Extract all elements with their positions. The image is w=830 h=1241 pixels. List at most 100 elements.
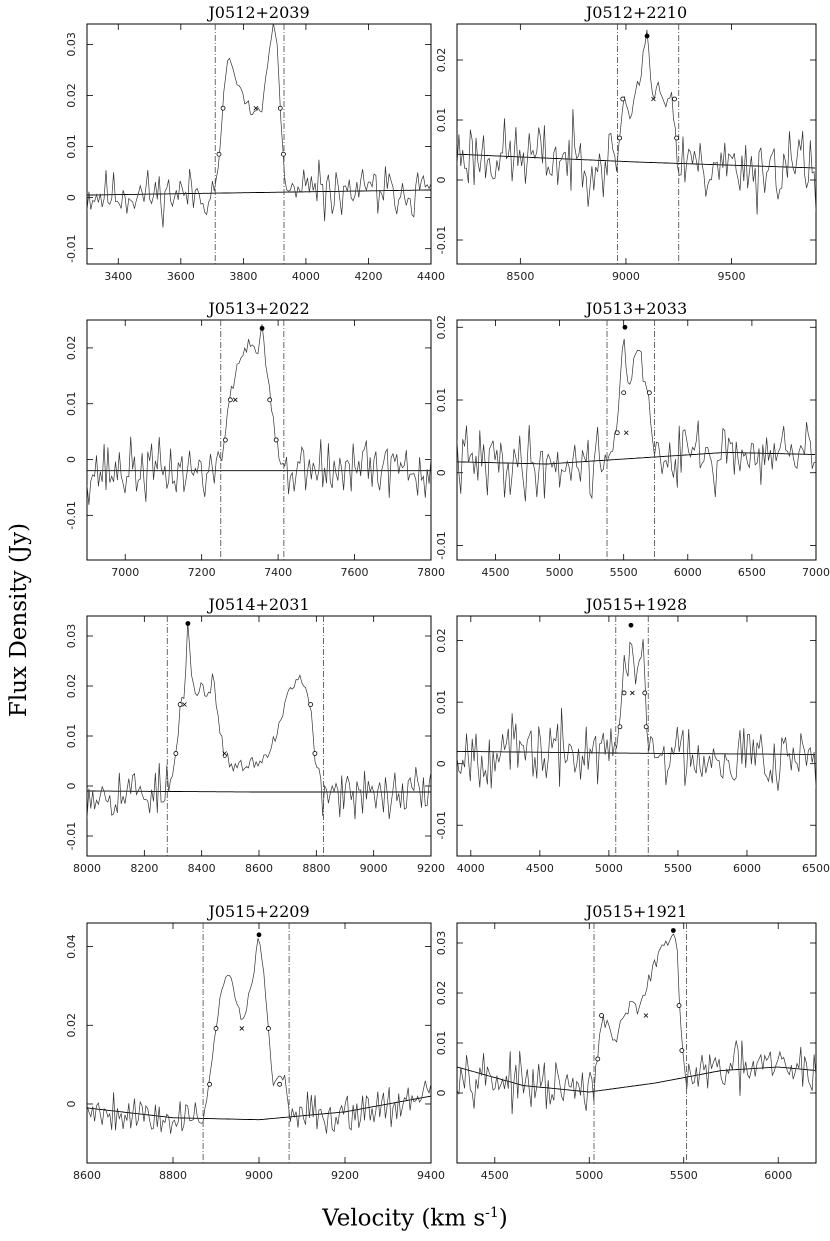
y-tick-label: 0 — [65, 194, 78, 201]
plot-area — [457, 923, 816, 1163]
panel-title: J0515+1921 — [584, 902, 687, 921]
panel: J0515+2209 8600 8800 9000 9200 9400 0 0.02 0.04 — [65, 902, 445, 1182]
x-tick-label: 8600 — [73, 1169, 101, 1182]
width-marker — [308, 702, 314, 707]
cross-marker — [182, 702, 187, 707]
y-tick-label: 0 — [435, 469, 448, 476]
panel-title: J0515+1928 — [584, 595, 687, 614]
x-tick-label: 7000 — [802, 566, 830, 579]
x-axis-label-suffix: ) — [498, 1205, 508, 1232]
width-marker — [617, 135, 623, 141]
spectrum-line — [457, 639, 816, 791]
x-tick-label: 6000 — [674, 566, 702, 579]
y-tick-label: 0.01 — [435, 388, 448, 413]
cross-marker — [623, 430, 629, 436]
x-tick-label: 4400 — [417, 270, 445, 283]
y-tick-label: -0.01 — [435, 531, 448, 559]
x-tick-label: 4500 — [526, 862, 554, 875]
cross-marker — [239, 1026, 245, 1031]
y-tick-label: 0.02 — [435, 315, 448, 340]
baseline-fit — [87, 790, 431, 793]
spectrum-line — [87, 324, 431, 505]
x-tick-label: 9000 — [245, 1169, 273, 1182]
width-marker — [173, 751, 179, 756]
x-tick-label: 5500 — [610, 566, 638, 579]
plot-area — [87, 923, 431, 1163]
peak-marker — [256, 932, 262, 938]
y-tick-label: 0.02 — [65, 674, 78, 699]
x-tick-label: 6000 — [764, 1169, 792, 1182]
spectrum-line — [457, 29, 816, 215]
plot-frame — [456, 319, 817, 561]
width-marker — [273, 437, 279, 443]
x-tick-label: 6000 — [733, 862, 761, 875]
x-axis-label: Velocity (km s-1) — [0, 1205, 830, 1232]
x-tick-label: 4000 — [457, 862, 485, 875]
x-tick-label: 8600 — [245, 862, 273, 875]
y-tick-label: 0 — [435, 177, 448, 184]
x-tick-label: 7800 — [417, 566, 445, 579]
x-tick-label: 5000 — [546, 566, 574, 579]
x-tick-label: 3400 — [104, 270, 132, 283]
y-tick-label: 0.03 — [65, 624, 78, 649]
y-tick-label: 0.02 — [435, 628, 448, 653]
panel-title: J0513+2022 — [206, 299, 309, 318]
width-marker — [679, 1048, 685, 1053]
width-marker — [220, 105, 226, 111]
spectrum-line — [457, 338, 816, 502]
width-marker — [266, 1026, 271, 1031]
panel-title: J0513+2033 — [584, 299, 687, 318]
peak-marker — [259, 325, 265, 331]
panel: J0513+2022 7000 7200 7400 7600 7800 -0.01 0 0.01… — [65, 299, 445, 579]
x-tick-label: 9200 — [417, 862, 445, 875]
x-tick-label: 8400 — [188, 862, 216, 875]
width-marker — [216, 151, 222, 157]
panel: J0515+1921 4500 5000 5500 6000 0 0.01 0.02 0.03 — [435, 902, 817, 1182]
y-axis-label: Flux Density (Jy) — [6, 522, 32, 718]
width-marker — [222, 437, 228, 443]
y-tick-label: 0.03 — [65, 32, 78, 57]
width-marker — [267, 397, 273, 403]
plot-frame — [456, 615, 817, 857]
y-tick-label: -0.01 — [65, 822, 78, 850]
x-tick-label: 4000 — [292, 270, 320, 283]
plot-frame — [86, 922, 432, 1164]
width-marker — [643, 724, 649, 730]
y-tick-label: 0.01 — [435, 690, 448, 715]
plot-frame — [86, 615, 432, 857]
peak-marker — [670, 928, 676, 933]
x-tick-label: 7400 — [264, 566, 292, 579]
spectrum-line — [87, 938, 431, 1134]
x-tick-label: 8000 — [73, 862, 101, 875]
panel-title: J0514+2031 — [206, 595, 309, 614]
x-tick-label: 9500 — [718, 270, 746, 283]
baseline-fit — [457, 451, 815, 465]
y-tick-label: 0 — [65, 1100, 78, 1107]
width-marker — [207, 1081, 212, 1087]
spectrum-line — [87, 621, 431, 820]
cross-marker — [253, 105, 259, 111]
y-tick-label: 0.01 — [65, 134, 78, 159]
peak-marker — [644, 33, 650, 39]
width-marker — [595, 1056, 601, 1062]
plot-area — [87, 24, 431, 264]
y-tick-label: 0 — [435, 1090, 448, 1097]
x-tick-label: 8800 — [302, 862, 330, 875]
x-tick-label: 6500 — [802, 862, 830, 875]
peak-marker — [185, 621, 191, 626]
y-tick-label: 0.01 — [65, 391, 78, 416]
plot-area — [87, 320, 431, 560]
width-marker — [277, 1081, 283, 1087]
y-tick-label: -0.01 — [65, 501, 78, 529]
width-marker — [312, 751, 318, 756]
x-tick-label: 9400 — [417, 1169, 445, 1182]
x-tick-label: 8200 — [130, 862, 158, 875]
panel-title: J0512+2210 — [584, 3, 687, 22]
x-tick-label: 4200 — [354, 270, 382, 283]
width-marker — [599, 1013, 604, 1018]
x-tick-label: 6500 — [738, 566, 766, 579]
spectrum-line — [457, 933, 816, 1115]
baseline-fit — [87, 189, 431, 196]
plot-area — [457, 24, 816, 264]
y-axis-label-container: Flux Density (Jy) — [2, 420, 36, 820]
